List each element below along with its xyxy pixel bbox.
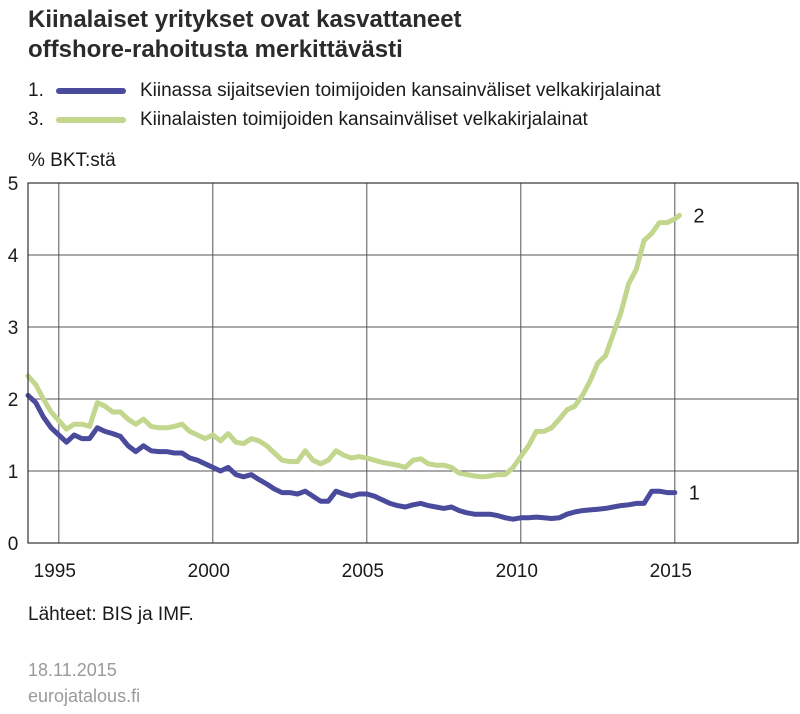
series-line-2 <box>25 212 682 480</box>
y-tick-label: 4 <box>8 246 19 267</box>
site-name: eurojatalous.fi <box>28 686 141 706</box>
y-tick-label: 1 <box>8 462 19 483</box>
publish-date: 18.11.2015 <box>28 660 117 680</box>
axis-ticks: 0 1 2 3 4 5 1995 2000 2005 2010 2015 <box>8 174 692 582</box>
chart-title-line-2: offshore-rahoitusta merkittävästi <box>28 36 403 63</box>
legend-label: Kiinalaisten toimijoiden kansainväliset … <box>140 109 588 130</box>
series-lines <box>25 212 682 522</box>
x-tick-label: 2000 <box>188 561 230 582</box>
plot-frame <box>27 182 799 544</box>
series-end-label-2: 2 <box>693 205 704 227</box>
x-tick-label: 2015 <box>650 561 692 582</box>
series-end-labels: 21 <box>689 205 705 504</box>
legend-swatch-blue <box>56 88 126 94</box>
series-end-label-1: 1 <box>689 483 700 505</box>
chart-title-line-1: Kiinalaiset yritykset ovat kasvattaneet <box>28 6 462 33</box>
x-tick-label: 2010 <box>496 561 538 582</box>
y-tick-label: 3 <box>8 318 19 339</box>
grid-lines <box>28 183 798 543</box>
legend-number: 1. <box>28 80 44 101</box>
source-note: Lähteet: BIS ja IMF. <box>28 604 194 625</box>
legend-item-series-2: 3. Kiinalaisten toimijoiden kansainvälis… <box>28 107 588 133</box>
legend-number: 3. <box>28 109 44 130</box>
series-line-1 <box>25 392 678 522</box>
y-tick-label: 5 <box>8 174 19 195</box>
y-tick-label: 2 <box>8 390 19 411</box>
legend-label: Kiinassa sijaitsevien toimijoiden kansai… <box>140 80 661 101</box>
y-tick-label: 0 <box>8 534 19 555</box>
y-axis-unit-label: % BKT:stä <box>28 150 116 171</box>
x-tick-label: 2005 <box>342 561 384 582</box>
legend-item-series-1: 1. Kiinassa sijaitsevien toimijoiden kan… <box>28 78 661 104</box>
x-tick-label: 1995 <box>34 561 76 582</box>
legend-swatch-green <box>56 117 126 123</box>
